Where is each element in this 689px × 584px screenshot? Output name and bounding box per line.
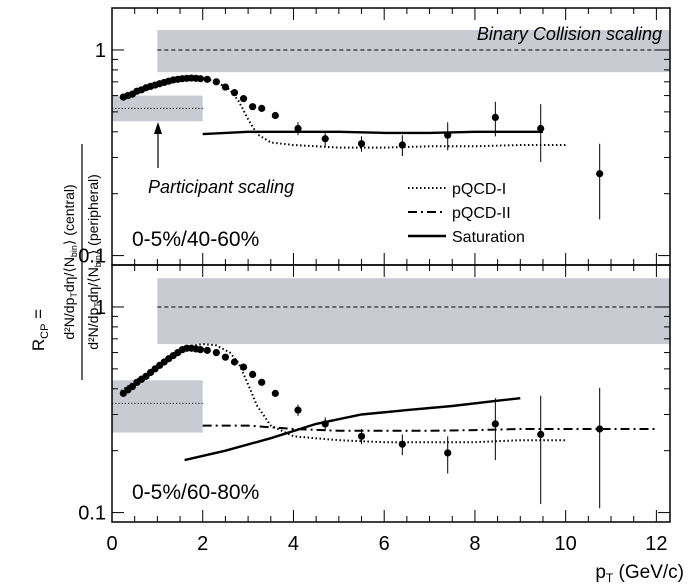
panel-bottom: 0.1 1 0-5%/60-80% (78, 264, 671, 525)
y-axis-denominator: d²N/dpTdη/⟨Nbin⟩ (peripheral) (85, 174, 103, 350)
data-point (398, 440, 406, 448)
legend-label-pqcd-i: pQCD-I (452, 181, 506, 198)
y-tick-label: 1 (95, 40, 106, 62)
data-point (203, 346, 211, 354)
x-tick-label: 8 (469, 533, 480, 555)
y-tick-label: 1 (95, 297, 106, 319)
data-point (196, 346, 205, 354)
data-point (258, 378, 266, 386)
curve-saturation (184, 397, 521, 462)
y-axis-title: RCP = (29, 309, 51, 351)
data-point (249, 370, 257, 378)
data-point (398, 141, 406, 149)
x-tick-label: 4 (288, 533, 299, 555)
data-point (294, 406, 302, 414)
panel-bottom-frame (111, 264, 671, 523)
data-point (294, 124, 302, 133)
x-tick-label: 0 (106, 533, 117, 555)
uncertainty-band-0 (157, 278, 670, 345)
participant-scaling-annotation: Participant scaling (148, 177, 294, 197)
panel-top-label: 0-5%/40-60% (132, 228, 259, 251)
data-point (221, 353, 230, 361)
data-point (203, 75, 211, 83)
data-point (196, 75, 205, 83)
y-tick-label: 0.1 (78, 503, 106, 525)
x-tick-label: 2 (197, 533, 208, 555)
legend-label-saturation: Saturation (452, 229, 525, 246)
participant-arrowhead (154, 122, 162, 134)
data-point (221, 83, 230, 91)
data-point (491, 420, 499, 428)
data-point (357, 432, 366, 440)
binary-collision-annotation: Binary Collision scaling (477, 24, 662, 44)
data-point (321, 135, 329, 143)
data-point (128, 382, 137, 391)
data-point (444, 131, 452, 139)
curve-saturation (202, 130, 543, 136)
data-point (491, 113, 499, 121)
data-point (258, 104, 266, 112)
data-point (239, 95, 248, 103)
data-point (596, 425, 604, 433)
data-point (239, 363, 248, 371)
x-tick-label: 12 (645, 533, 667, 555)
data-point (212, 348, 220, 357)
data-point (537, 124, 545, 133)
y-axis-numerator: d²N/dpTdη/⟨Nbin⟩ (central) (61, 184, 79, 339)
legend-label-pqcd-ii: pQCD-II (452, 205, 511, 222)
data-point (271, 389, 279, 397)
data-point (249, 103, 257, 111)
panel-top: 0.1 1 Binary Collision scaling Participan… (78, 7, 671, 268)
data-point (230, 89, 239, 97)
x-axis-title: pT (GeV/c) (595, 562, 684, 584)
legend: pQCD-I pQCD-II Saturation (408, 181, 525, 246)
data-point (444, 449, 452, 457)
panel-bottom-label: 0-5%/60-80% (132, 481, 259, 504)
data-point (212, 78, 220, 86)
x-axis: 0 2 4 6 8 10 12 (106, 533, 667, 555)
uncertainty-band-0 (157, 30, 670, 73)
data-point (596, 170, 604, 178)
x-tick-label: 10 (555, 533, 577, 555)
y-tick-label: 0.1 (78, 246, 106, 268)
data-point (357, 140, 366, 148)
x-tick-label: 6 (379, 533, 390, 555)
y-axis-fraction: d²N/dpTdη/⟨Nbin⟩ (central) d²N/dpTdη/⟨Nb… (61, 144, 103, 380)
svg-text:RCP =: RCP = (29, 309, 51, 351)
data-point (537, 430, 545, 439)
data-point (321, 420, 329, 428)
data-point (230, 358, 239, 366)
data-point (271, 111, 279, 120)
